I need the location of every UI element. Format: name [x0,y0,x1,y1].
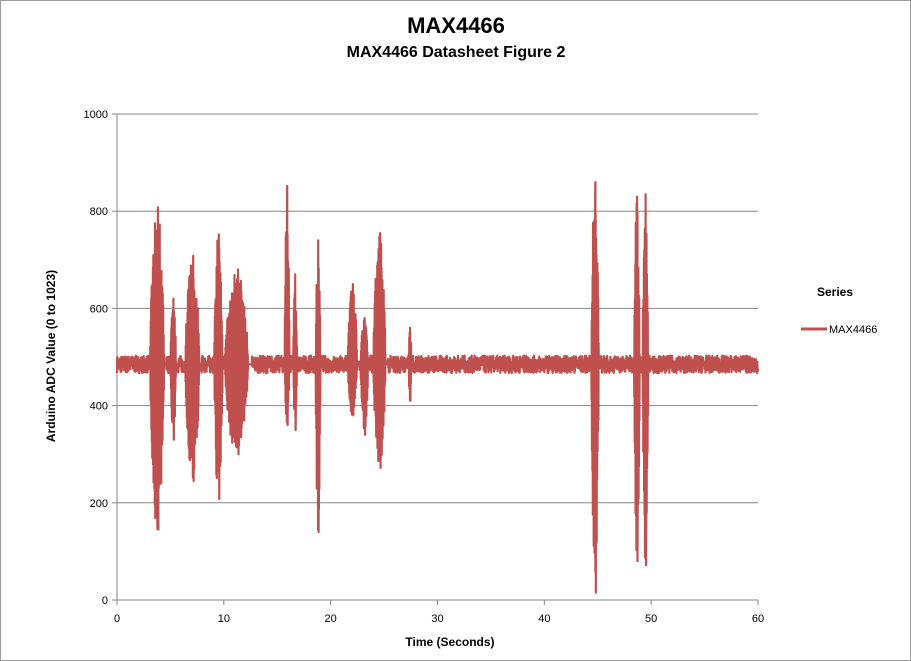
y-axis-title: Arduino ADC Value (0 to 1023) [44,270,58,442]
series-layer [115,180,760,594]
legend-title: Series [817,285,853,299]
x-tick-label-30: 30 [431,613,443,625]
y-tick-label-800: 800 [90,206,108,218]
tick-labels: 0 200 400 600 800 1000 0 10 20 30 40 50 60 [84,109,765,625]
legend: Series MAX4466 [801,285,877,336]
legend-label-max4466: MAX4466 [829,324,877,336]
x-tick-label-50: 50 [645,613,657,625]
y-tick-label-200: 200 [90,498,108,510]
y-tick-label-600: 600 [90,303,108,315]
series-line-max4466 [115,180,760,594]
y-tick-label-1000: 1000 [84,109,108,121]
x-tick-label-20: 20 [325,613,337,625]
chart-subtitle: MAX4466 Datasheet Figure 2 [347,44,566,61]
x-axis-title: Time (Seconds) [405,635,494,649]
x-tick-label-40: 40 [538,613,550,625]
y-tick-label-400: 400 [90,401,108,413]
x-tick-label-0: 0 [114,613,120,625]
gridlines [117,113,758,504]
y-tick-label-0: 0 [102,595,108,607]
chart-title: MAX4466 [407,13,505,38]
x-tick-label-60: 60 [752,613,764,625]
x-tick-label-10: 10 [218,613,230,625]
